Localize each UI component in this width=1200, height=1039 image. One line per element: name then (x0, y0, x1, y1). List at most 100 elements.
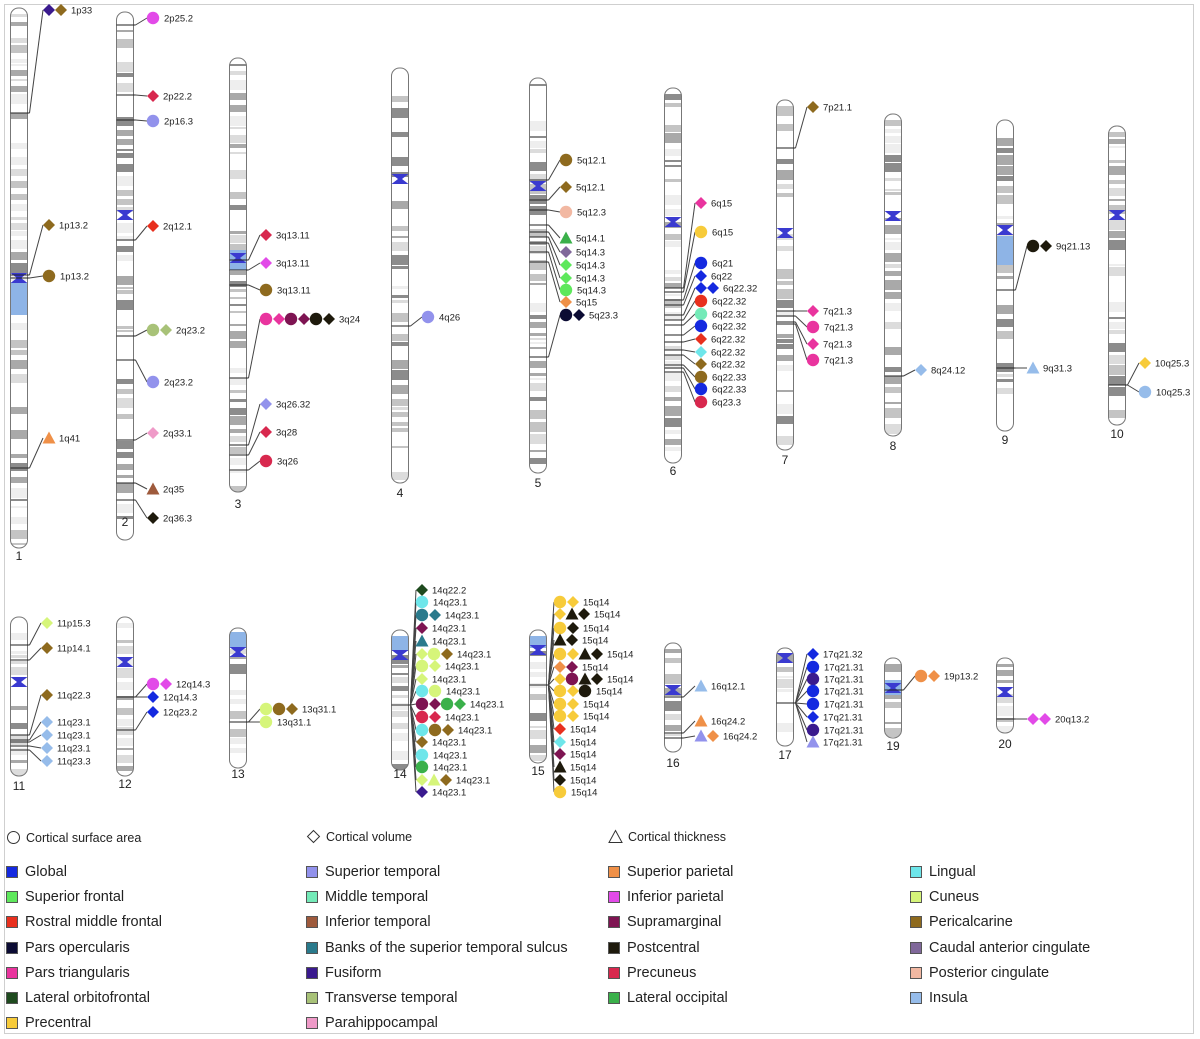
marker-circle (415, 760, 429, 774)
band-label: 5q14.3 (576, 261, 605, 272)
connector-line (1015, 245, 1028, 291)
chromosome-band (116, 130, 134, 136)
marker-diamond (807, 338, 819, 350)
chromosome-5: 55q12.15q12.15q12.35q14.15q14.35q14.35q1… (529, 77, 618, 490)
connector-line (683, 275, 696, 306)
band-label: 15q14 (607, 650, 633, 661)
band-label: 15q14 (571, 788, 597, 799)
chromosome-band (1108, 188, 1126, 196)
locus: 2p25.2 (116, 11, 193, 26)
locus: 2q23.2 (116, 323, 205, 337)
band-label: 14q23.1 (445, 611, 479, 622)
connector-line (548, 678, 555, 686)
locus: 4q26 (391, 310, 460, 327)
chromosome-band (1108, 132, 1126, 137)
chromosome-band (116, 748, 134, 750)
marker-triangle (553, 633, 567, 646)
chromosome-band (391, 360, 409, 369)
chromosome-band (529, 361, 547, 368)
locus: 6q22.33 (664, 364, 746, 384)
connector-line (248, 284, 261, 291)
connector-line (135, 329, 148, 337)
chromosome-band (229, 436, 247, 442)
chromosome-band (391, 764, 409, 770)
chromosome-band (884, 722, 902, 724)
band-label: 14q23.1 (432, 675, 466, 686)
connector-line (683, 202, 696, 289)
marker-circle (415, 684, 429, 698)
connector-line (548, 231, 561, 253)
chromosome-band (229, 244, 247, 251)
chromosome-band (884, 163, 902, 172)
marker-circle (559, 283, 573, 297)
connector-line (548, 159, 561, 181)
band-label: 10q25.3 (1155, 359, 1189, 370)
chromosome-label: 6 (670, 464, 677, 478)
locus: 6q22.32 (664, 333, 745, 346)
chromosome-band (116, 207, 134, 212)
marker-triangle (694, 714, 708, 727)
band-label: 14q23.1 (456, 776, 490, 787)
marker-circle (42, 269, 56, 283)
marker-circle (806, 353, 820, 367)
chromosome-band (529, 283, 547, 285)
band-label: 2q36.3 (163, 514, 192, 525)
chromosome-band (529, 274, 547, 281)
band-label: 5q12.3 (577, 208, 606, 219)
locus: 15q14 (529, 684, 597, 799)
marker-diamond (260, 229, 272, 241)
chromosome-band (391, 226, 409, 231)
chromosome-band (391, 300, 409, 303)
chromosome-band (1108, 264, 1126, 266)
chromosome-band (10, 633, 28, 640)
chromosome-band (664, 209, 682, 216)
connector-line (135, 711, 148, 731)
locus: 7p21.1 (776, 101, 852, 149)
band-label: 14q23.1 (433, 598, 467, 609)
marker-diamond (55, 4, 67, 16)
chromosome-band (10, 323, 28, 330)
chromosome-band (116, 379, 134, 384)
chromosome-band (529, 149, 547, 153)
chromosome-band (116, 668, 134, 678)
chromosome-band (10, 360, 28, 369)
chromosome-band (391, 96, 409, 102)
chromosome-band (229, 390, 247, 393)
band-label: 14q23.1 (470, 700, 504, 711)
band-label: 6q22.33 (712, 385, 746, 396)
centromere (529, 645, 547, 655)
locus: 15q14 (529, 672, 633, 686)
chromosome-band (529, 260, 547, 270)
chromosome-band (1108, 302, 1126, 312)
marker-circle (146, 677, 160, 691)
chromosome-band (776, 339, 794, 343)
locus: 16q24.2 (664, 729, 757, 743)
locus: 11q23.1 (10, 729, 91, 743)
chromosome-label: 8 (890, 439, 897, 453)
connector-line (683, 371, 696, 403)
marker-diamond (286, 703, 298, 715)
connector-line (135, 94, 148, 97)
locus: 5q14.3 (529, 251, 606, 297)
centromere (391, 174, 409, 184)
marker-diamond (147, 90, 159, 102)
locus: 5q12.3 (529, 205, 606, 219)
marker-diamond (578, 608, 590, 620)
locus: 3q28 (229, 426, 297, 456)
chromosome-band (664, 160, 682, 162)
centromere (776, 653, 794, 663)
chromosome-band (664, 734, 682, 736)
chromosome-label: 14 (393, 767, 407, 781)
chromosome-band (776, 334, 794, 338)
chromosome-band (1108, 376, 1126, 385)
chromosome-band (996, 148, 1014, 153)
connector-line (683, 364, 696, 378)
chromosome-band (229, 711, 247, 719)
chromosome-band (229, 656, 247, 659)
marker-diamond (554, 723, 566, 735)
marker-circle (806, 660, 820, 674)
band-label: 6q22.32 (711, 335, 745, 346)
chromosome-band (529, 410, 547, 419)
chromosome-band (10, 661, 28, 664)
locus: 15q14 (529, 661, 608, 686)
